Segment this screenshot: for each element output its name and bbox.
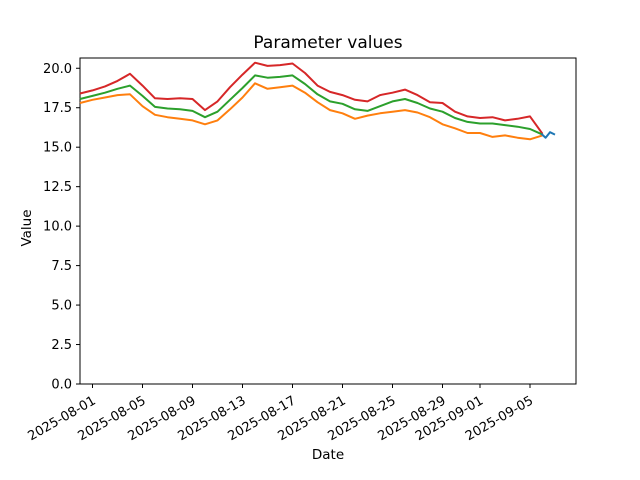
x-axis-label: Date [311, 447, 345, 463]
y-tick-label: 12.5 [43, 180, 72, 195]
y-tick-label: 5.0 [51, 299, 72, 314]
y-tick-label: 15.0 [43, 141, 72, 156]
y-axis-label: Value [19, 209, 35, 247]
series-green-line [79, 74, 543, 136]
y-tick-label: 0.0 [51, 378, 72, 393]
series-orange-line [79, 82, 543, 141]
y-tick-label: 20.0 [43, 62, 72, 77]
series-red-line [79, 61, 544, 135]
y-tick-label: 17.5 [43, 101, 72, 116]
chart-title: Parameter values [253, 33, 403, 53]
series-blue-line [540, 131, 556, 139]
y-tick-label: 2.5 [51, 338, 72, 353]
y-tick-label: 7.5 [51, 259, 72, 274]
plot-frame [79, 57, 577, 385]
y-tick-label: 10.0 [43, 220, 72, 235]
